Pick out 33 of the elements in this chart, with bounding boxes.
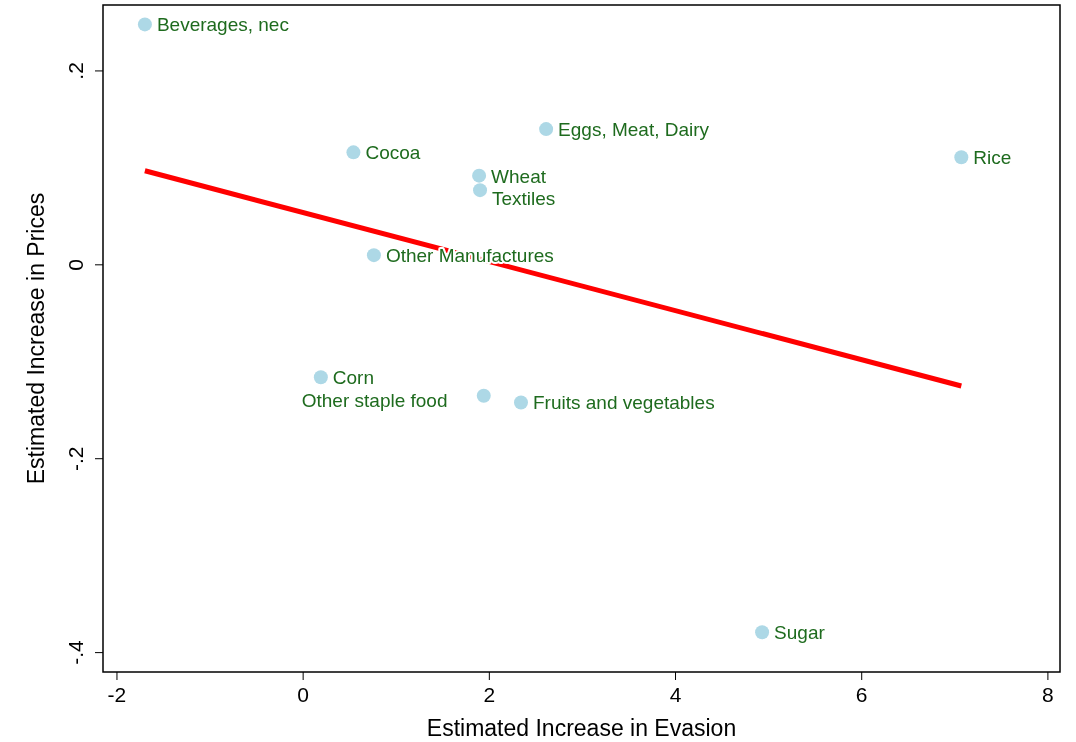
annotation: Sugar xyxy=(774,622,826,644)
y-axis-title: Estimated Increase in Prices xyxy=(23,192,49,485)
point xyxy=(137,17,152,32)
annotation: Rice xyxy=(973,147,1012,169)
point xyxy=(472,168,487,183)
point xyxy=(473,183,488,198)
x-tick-label: 8 xyxy=(1042,683,1054,706)
point xyxy=(954,150,969,165)
x-tick-label: 6 xyxy=(855,683,868,706)
point xyxy=(476,388,491,403)
x-tick-label: -2 xyxy=(107,683,127,706)
y-tick-label: -.4 xyxy=(64,640,87,665)
annotation: Fruits and vegetables xyxy=(532,392,715,414)
annotation: Cocoa xyxy=(365,142,421,164)
point xyxy=(366,248,381,263)
annotation: Wheat xyxy=(491,165,547,187)
annotation: Other staple food xyxy=(301,389,448,411)
x-tick-label: 4 xyxy=(669,683,682,706)
x-tick-label: 2 xyxy=(483,683,496,706)
x-tick-label: 0 xyxy=(297,683,309,706)
x-axis-title: Estimated Increase in Evasion xyxy=(426,715,737,741)
point xyxy=(539,122,554,137)
y-tick-label: 0 xyxy=(64,258,87,271)
annotation: Corn xyxy=(332,367,375,389)
point xyxy=(755,625,770,640)
y-tick-label: -.2 xyxy=(64,446,87,471)
point xyxy=(346,145,361,160)
annotation: Eggs, Meat, Dairy xyxy=(558,119,710,141)
point xyxy=(513,395,528,410)
y-tick-label: .2 xyxy=(64,62,87,80)
point xyxy=(313,370,328,385)
annotation: Beverages, nec xyxy=(156,14,289,36)
annotation: Textiles xyxy=(492,188,556,210)
